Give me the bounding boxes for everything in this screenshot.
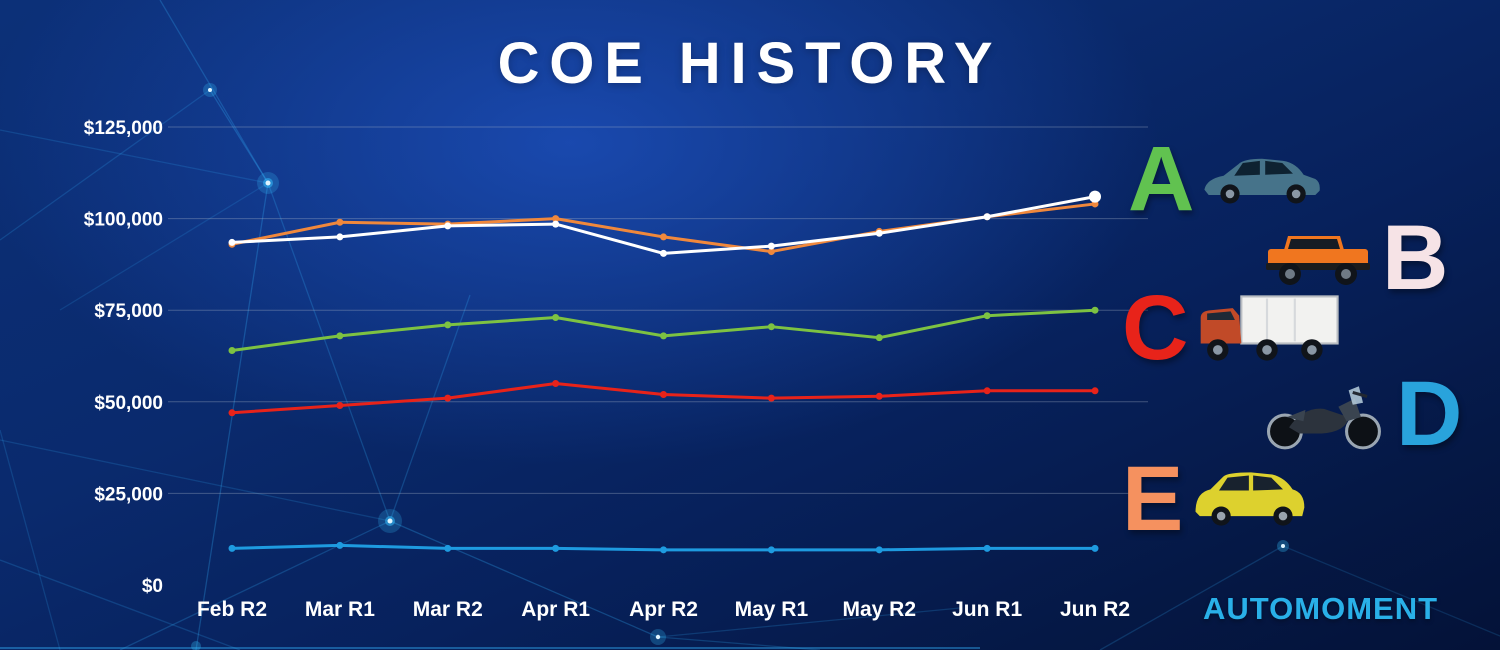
legend-item-d: D [1258, 368, 1462, 460]
legend-item-b: B [1258, 212, 1448, 304]
data-point-A [983, 312, 991, 320]
data-point-B [660, 249, 667, 257]
data-point-B [875, 229, 883, 237]
data-point-C [336, 401, 344, 409]
y-axis-label: $125,000 [84, 118, 163, 139]
data-point-D [875, 546, 883, 554]
data-point-B [444, 222, 452, 230]
x-axis-label: Jun R2 [1060, 598, 1130, 621]
y-axis-label: $100,000 [84, 210, 163, 231]
data-point-E [660, 233, 667, 241]
data-point-D [660, 546, 667, 554]
legend-item-e: E [1122, 453, 1315, 545]
x-axis-label: Feb R2 [197, 598, 267, 621]
legend-item-a: A [1128, 133, 1326, 225]
series-line-A [230, 308, 1097, 353]
data-point-A [1091, 306, 1099, 314]
series-line-E [230, 202, 1097, 254]
legend-item-c: C [1122, 282, 1342, 374]
x-axis-label: Apr R1 [521, 598, 590, 621]
legend-letter-b: B [1382, 207, 1449, 309]
legend-letter-e: E [1122, 448, 1184, 550]
data-point-D [552, 544, 560, 552]
data-point-D [228, 544, 236, 552]
page-title: COE HISTORY [497, 31, 1003, 96]
data-point-C [552, 379, 560, 387]
data-point-A [875, 334, 883, 342]
data-point-A [336, 332, 344, 340]
data-point-C [983, 387, 991, 395]
data-point-C [660, 390, 667, 398]
motorcycle-icon [1266, 386, 1381, 450]
data-point-B [1089, 190, 1101, 203]
x-axis-label: Mar R2 [413, 598, 483, 621]
data-point-D [444, 544, 452, 552]
y-axis-label: $75,000 [94, 301, 163, 322]
truck-icon [1201, 294, 1340, 361]
legend-letter-a: A [1128, 128, 1195, 230]
data-point-A [767, 323, 775, 331]
brand-logo: AUTOMOMENT [1203, 591, 1439, 626]
data-point-C [228, 409, 236, 417]
data-point-B [983, 213, 991, 221]
data-point-A [660, 332, 667, 340]
series-line-B [230, 195, 1097, 255]
data-point-C [444, 394, 452, 402]
data-point-B [336, 233, 344, 241]
y-axis-label: $50,000 [94, 393, 163, 414]
legend-letter-d: D [1396, 363, 1463, 465]
data-point-C [875, 392, 883, 400]
data-point-C [1091, 387, 1099, 395]
x-axis-label: Apr R2 [629, 598, 698, 621]
data-point-E [336, 218, 344, 226]
data-point-B [552, 220, 560, 228]
data-point-A [444, 321, 452, 329]
sedan-icon [1204, 158, 1321, 204]
data-point-E [552, 215, 560, 223]
y-axis-label: $25,000 [94, 484, 163, 505]
data-point-B [767, 242, 775, 250]
data-point-E [767, 248, 775, 256]
y-axis-label: $0 [142, 576, 163, 597]
data-point-C [767, 394, 775, 402]
data-point-D [983, 544, 991, 552]
x-axis-label: May R2 [842, 598, 916, 621]
data-point-A [228, 347, 236, 355]
mpv-icon [1195, 472, 1305, 526]
x-axis-label: May R1 [735, 598, 809, 621]
data-point-D [336, 541, 344, 549]
data-point-B [228, 238, 236, 246]
legend-letter-c: C [1122, 277, 1189, 379]
x-axis-label: Mar R1 [305, 598, 375, 621]
data-point-D [1091, 544, 1099, 552]
x-axis-label: Jun R1 [952, 598, 1022, 621]
data-point-D [767, 546, 775, 554]
series-line-C [230, 381, 1097, 415]
suv-icon [1266, 236, 1370, 285]
data-point-A [552, 314, 560, 322]
